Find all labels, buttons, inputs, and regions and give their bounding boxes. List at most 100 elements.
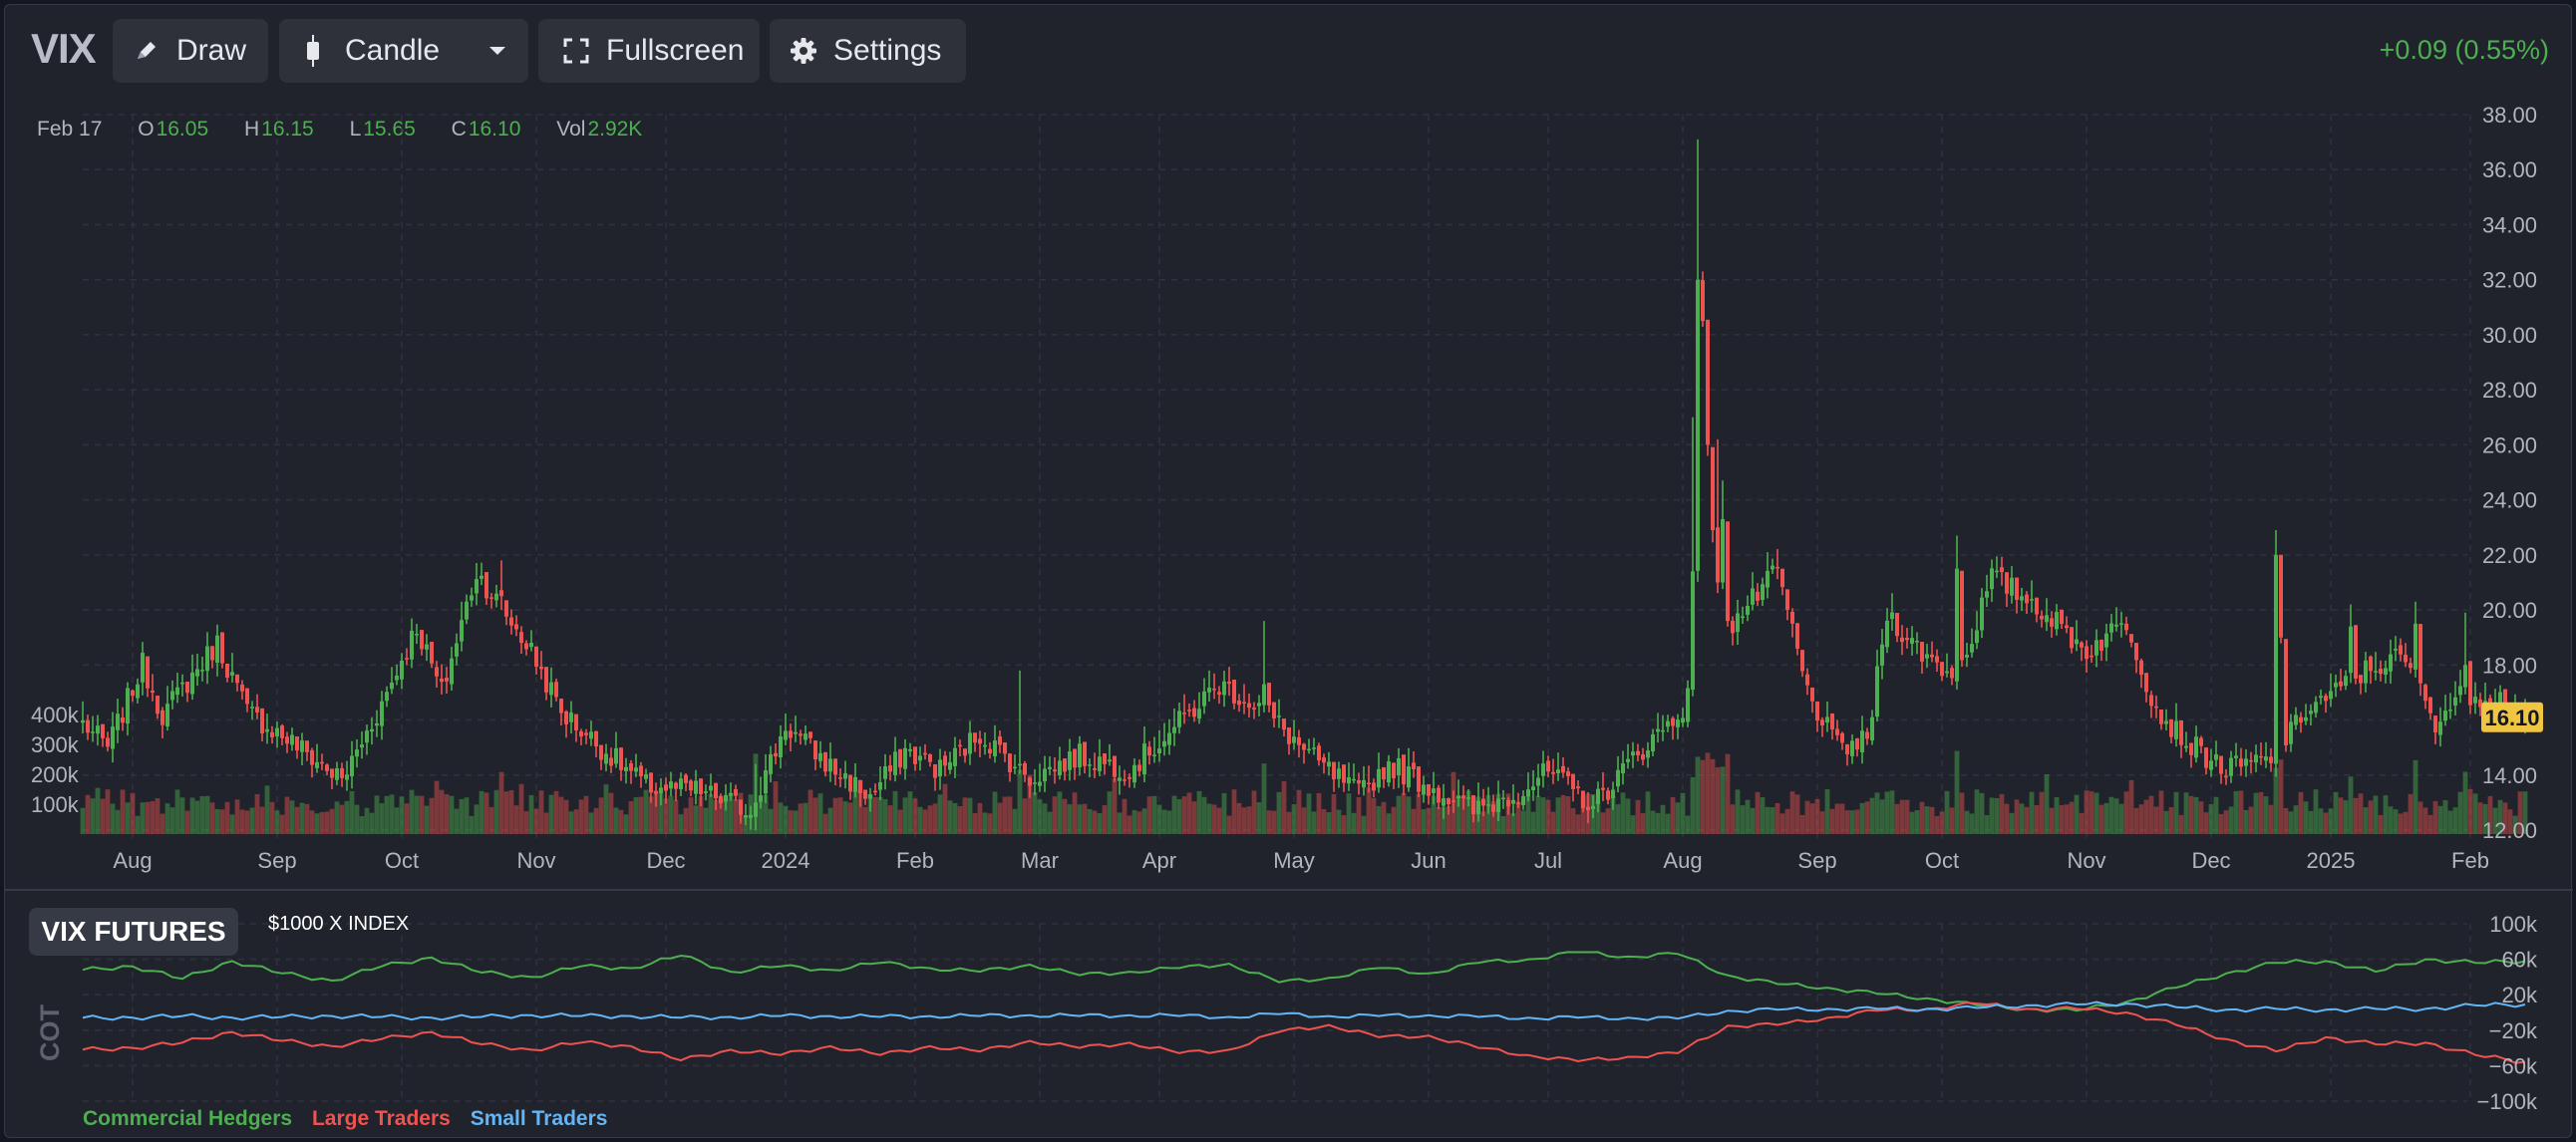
candle-body [963,748,967,756]
candle-body [943,755,947,766]
candle-body [106,737,110,747]
candle-body [1616,769,1620,787]
volume-bar [1067,804,1073,834]
candle-body [1063,758,1067,772]
volume-bar [1745,799,1751,834]
candle-body [1606,790,1610,800]
candle-body [136,684,140,699]
time-tick-label: Jun [1411,848,1446,873]
candle-body [1466,797,1470,799]
volume-bar [952,802,958,834]
candle-body [1113,755,1117,777]
candle-body [2284,639,2288,745]
volume-bar [479,790,484,834]
candle-body [2065,625,2069,629]
volume-bar [110,803,116,834]
volume-bar [1485,795,1491,834]
volume-bar [1426,807,1432,834]
candle-body [499,590,503,597]
volume-bar [419,795,425,834]
candle-body [1337,768,1341,779]
volume-bar [2323,812,2329,834]
chevron-down-icon[interactable] [487,45,507,57]
settings-button[interactable]: Settings [770,19,966,83]
volume-bar [319,812,325,834]
draw-button[interactable]: Draw [113,19,268,83]
candle-body [1820,719,1824,725]
candle-body [1058,760,1062,776]
volume-bar [972,812,978,834]
volume-bar [1550,811,1556,834]
volume-bar [2079,812,2085,834]
price-chart[interactable]: 38.00 36.00 34.00 32.00 30.00 28.00 26.00 24.00… [5,5,2573,1139]
candle-body [893,751,897,775]
volume-bar [2049,807,2055,834]
cot-tick-label: −60k [2489,1053,2538,1078]
volume-bar [927,805,933,834]
candle-body [465,601,469,620]
volume-bar [1326,812,1332,834]
volume-bar [827,807,833,834]
volume-bar [2074,794,2080,834]
close-key: C [451,118,467,141]
volume-bar [1864,801,1870,834]
candle-body [1267,683,1271,706]
candle-body [724,794,728,802]
volume-bar [2452,807,2458,834]
volume-bar [2477,802,2483,834]
volume-tick-label: 200k [31,762,80,787]
candle-body [933,764,937,778]
candle-body [1362,779,1366,788]
settings-label: Settings [833,34,942,67]
cot-tick-label: −100k [2476,1089,2538,1114]
candle-body [290,734,294,745]
candle-body [1611,789,1615,798]
volume-bar [663,798,669,834]
candle-body [808,731,812,738]
volume-bar [1685,815,1691,834]
volume-bar [1720,766,1726,834]
price-grid [83,114,2471,842]
candle-body [2055,611,2059,630]
volume-bar [613,807,619,834]
volume-bar [698,796,704,834]
volume-bar [917,806,923,834]
candle-body [1731,620,1735,634]
chart-type-dropdown[interactable]: Candle [279,19,528,83]
volume-bar [1231,789,1237,834]
candle-body [2498,692,2502,709]
volume-bar [982,812,988,834]
volume-bar [1311,811,1317,834]
volume-bar [1396,795,1402,834]
high-value: 16.15 [261,118,314,141]
volume-bar [483,792,489,834]
candle-body [1137,764,1141,771]
volume-bar [1520,810,1526,834]
volume-bar [703,807,709,834]
volume-bar [937,794,943,834]
vix-futures-badge: VIX FUTURES [29,908,238,956]
volume-bar [1122,798,1127,834]
volume-bar [179,797,185,834]
candle-body [1521,796,1525,805]
volume-bar [932,803,938,834]
candle-body [170,691,174,701]
candle-body [1242,702,1246,704]
volume-bar [2059,804,2065,834]
candle-body [734,788,738,796]
candle-body [2394,648,2398,651]
volume-bar [1321,809,1327,834]
volume-bar [2163,810,2169,834]
candle-body [1123,779,1127,781]
volume-bar [409,789,415,834]
volume-bar [1899,799,1905,834]
time-tick-label: Sep [257,848,296,873]
candle-body [415,634,419,636]
volume-bar [758,800,764,834]
volume-bar [1974,789,1980,834]
fullscreen-button[interactable]: Fullscreen [538,19,760,83]
volume-bar [1236,802,1242,834]
volume-bar [1595,800,1601,834]
candle-body [689,780,693,791]
candle-body [1790,612,1794,624]
